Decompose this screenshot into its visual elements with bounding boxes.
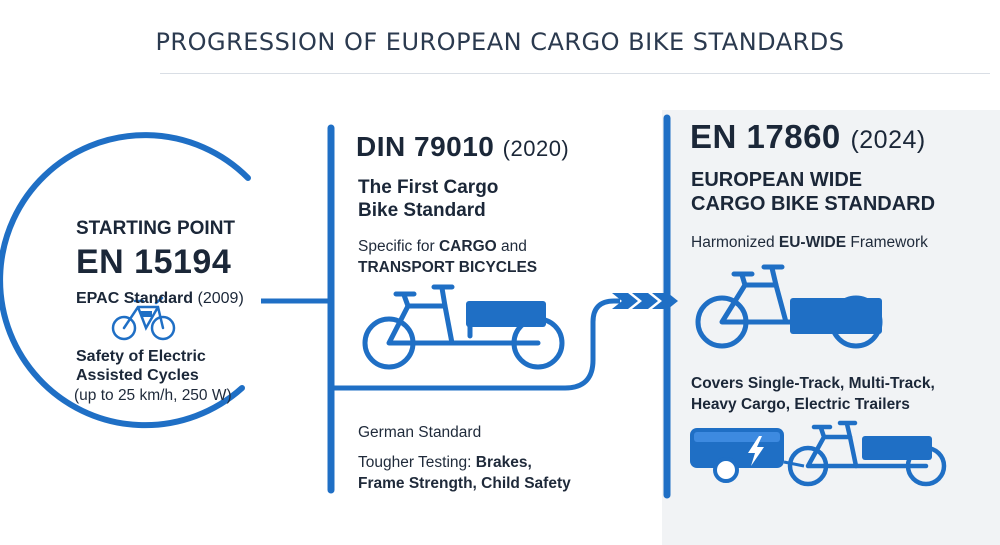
stage2-testing-brakes: Brakes, [475,454,532,471]
stage3-subtitle-line1: EUROPEAN WIDE [691,169,863,191]
stage2-testing-rest: Frame Strength, Child Safety [358,475,571,492]
stage2-subtitle-line1: The First Cargo [358,177,499,198]
stage3-framework: Harmonized EU-WIDE Framework [691,232,928,253]
stage1-desc-line2: Assisted Cycles [76,367,199,384]
stage1-standard: EN 15194 [76,243,232,281]
stage2-year: (2020) [502,136,570,161]
stage3-subtitle-line2: CARGO BIKE STANDARD [691,193,936,215]
stage1-desc-line1: Safety of Electric [76,348,206,365]
stage2-spec-prefix: Specific for [358,238,439,255]
stage3-subtitle: EUROPEAN WIDE CARGO BIKE STANDARD [691,168,935,216]
stage3-year: (2024) [850,126,926,154]
stage3-framework-eu: EU-WIDE [778,234,847,251]
stage3-covers-line1: Covers Single-Track, Multi-Track, [691,375,935,392]
stage1-heading: STARTING POINT [76,218,236,239]
stage3-cargo-trike-icon [695,264,883,349]
stage2-header: DIN 79010 (2020) [356,131,569,163]
stage1-desc: Safety of Electric Assisted Cycles [76,347,206,385]
stage2-spec-cargo: CARGO [438,238,497,255]
stage3-standard: EN 17860 [690,118,841,155]
stage1-label-line: EPAC Standard (2009) [76,290,244,308]
stage2-standard: DIN 79010 [356,131,495,162]
electric-trailer-icon [690,428,805,483]
stage1-desc-line3: (up to 25 km/h, 250 W) [74,387,232,404]
stage2-cargo-bike-icon [362,284,565,370]
stage2-testing-prefix: Tougher Testing: [358,454,476,471]
stage1-year: (2009) [197,290,244,307]
stage2-spec-and: and [496,238,527,255]
stage1-label: EPAC Standard [76,290,194,307]
stage3-header: EN 17860 (2024) [690,118,926,156]
stage2-subtitle-line2: Bike Standard [358,200,486,221]
stage1-circle [0,132,251,429]
stage3-framework-prefix: Harmonized [691,234,779,251]
title-divider [160,73,990,74]
page-title: PROGRESSION OF EUROPEAN CARGO BIKE STAND… [155,28,845,56]
stage3-covers-line2: Heavy Cargo, Electric Trailers [691,396,910,413]
stage2-spec-transport: TRANSPORT BICYCLES [358,259,538,276]
stage2-testing: Tougher Testing: Brakes, Frame Strength,… [358,452,571,494]
stage3-framework-suffix: Framework [846,234,928,251]
stage3-cargo-bike-icon [787,420,947,487]
e-bike-icon [111,296,176,341]
connector-curve [331,298,620,391]
stage3-covers: Covers Single-Track, Multi-Track, Heavy … [691,373,935,415]
stage2-subtitle: The First Cargo Bike Standard [358,176,498,222]
stage2-origin: German Standard [358,424,482,441]
stage2-spec: Specific for CARGO and TRANSPORT BICYCLE… [358,236,537,278]
